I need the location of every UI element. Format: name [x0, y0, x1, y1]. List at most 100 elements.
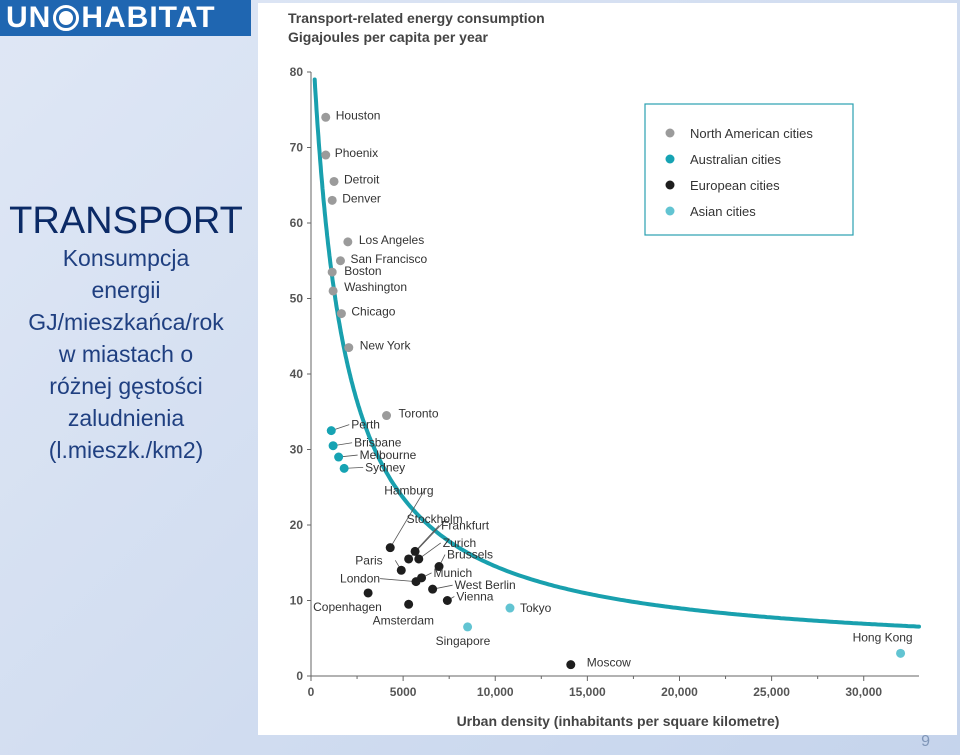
point-label: Perth [351, 418, 380, 432]
slide-sidebar-text: TRANSPORT Konsumpcja energii GJ/mieszkań… [0, 200, 252, 466]
point-label: West Berlin [455, 578, 516, 592]
x-axis-label: Urban density (inhabitants per square ki… [457, 713, 780, 729]
y-tick-label: 20 [290, 518, 304, 532]
y-tick-label: 40 [290, 367, 304, 381]
point-label: Hamburg [384, 484, 433, 498]
y-tick-label: 0 [296, 669, 303, 683]
legend-label: Australian cities [690, 152, 782, 167]
logo-text-habitat: HABITAT [81, 1, 216, 34]
data-point [339, 463, 349, 473]
point-label: Chicago [351, 305, 395, 319]
legend-box [644, 103, 854, 236]
y-tick-label: 60 [290, 216, 304, 230]
x-tick-label: 0 [308, 685, 315, 699]
data-point [344, 343, 354, 353]
point-label: Phoenix [335, 146, 378, 160]
slide-title: TRANSPORT [9, 200, 243, 242]
un-emblem-icon [53, 5, 80, 31]
legend-marker [665, 128, 675, 138]
chart-legend: North American cities Australian cities Eu… [644, 103, 854, 236]
data-point [334, 452, 344, 462]
sidebar-line: różnej gęstości [49, 373, 203, 399]
point-label: Brussels [447, 548, 493, 562]
point-label: Munich [434, 566, 473, 580]
data-point [414, 554, 424, 564]
y-tick-label: 50 [290, 292, 304, 306]
fit-curve-layer [312, 77, 921, 629]
data-points-layer: Houston Phoenix Detroit Denver Los Angeles Sa… [313, 108, 913, 669]
point-leader-line [379, 578, 417, 583]
data-point [396, 565, 406, 575]
data-point [896, 648, 906, 658]
data-point [329, 176, 339, 186]
point-label: Denver [342, 191, 381, 205]
legend-label: European cities [690, 178, 780, 193]
legend-label: North American cities [690, 126, 813, 141]
point-leader-line [414, 525, 440, 552]
data-point [385, 543, 395, 553]
data-point [327, 267, 337, 277]
sidebar-line: GJ/mieszkańca/rok [28, 309, 224, 335]
point-label: Copenhagen [313, 600, 382, 614]
chart-title: Transport-related energy consumption [288, 10, 545, 26]
sidebar-line: (l.mieszk./km2) [48, 437, 204, 463]
sidebar-line: w miastach o [58, 341, 194, 367]
legend-marker [665, 154, 675, 164]
legend-marker [665, 180, 675, 190]
x-tick-label: 15,000 [569, 685, 606, 699]
data-point [363, 588, 373, 598]
data-point [328, 286, 338, 296]
point-label: Toronto [399, 407, 439, 421]
data-point [382, 411, 392, 421]
data-point [411, 577, 421, 587]
data-point [336, 309, 346, 319]
data-point [343, 237, 353, 247]
point-label: Boston [344, 264, 381, 278]
point-label: Paris [355, 553, 382, 567]
point-leader-line [389, 490, 425, 548]
point-label: Amsterdam [373, 613, 434, 627]
chart-panel: Transport-related energy consumption Gig… [258, 3, 957, 735]
sidebar-line: Konsumpcja [62, 245, 190, 271]
energy-density-chart: Transport-related energy consumption Gig… [288, 10, 921, 729]
page-number: 9 [921, 733, 930, 750]
point-label: Zurich [443, 536, 476, 550]
legend-label: Asian cities [690, 204, 756, 219]
point-label: Stockholm [407, 512, 463, 526]
point-label: Melbourne [360, 448, 417, 462]
legend-marker [665, 206, 675, 216]
point-label: Los Angeles [359, 233, 424, 247]
point-label: Houston [336, 108, 381, 122]
chart-axes: 0 10 20 30 40 50 60 70 80 0 5000 10,000 15,000 20,000… [290, 65, 919, 699]
point-leader-line [418, 542, 442, 560]
x-tick-label: 30,000 [845, 685, 882, 699]
data-point [327, 195, 337, 205]
data-point [505, 603, 515, 613]
x-tick-label: 25,000 [753, 685, 790, 699]
data-point [321, 112, 331, 122]
sidebar-line: zaludnienia [67, 405, 185, 431]
sidebar-line: energii [91, 277, 161, 303]
data-point [410, 546, 420, 556]
point-label: Singapore [436, 634, 491, 648]
y-tick-label: 80 [290, 65, 304, 79]
data-point [335, 256, 345, 266]
data-point [434, 562, 444, 572]
point-label: Washington [344, 280, 407, 294]
point-label: Hong Kong [853, 630, 913, 644]
fit-curve [312, 77, 921, 629]
point-label: Sydney [365, 460, 405, 474]
point-label: Detroit [344, 172, 380, 186]
point-label: Moscow [587, 656, 631, 670]
x-tick-label: 5000 [390, 685, 417, 699]
y-tick-label: 30 [290, 443, 304, 457]
data-point [566, 660, 576, 670]
data-point [328, 441, 338, 451]
point-label: London [340, 572, 380, 586]
x-tick-label: 10,000 [477, 685, 514, 699]
point-label: Tokyo [520, 601, 552, 615]
un-habitat-logo: UN HABITAT [0, 0, 251, 36]
x-tick-label: 20,000 [661, 685, 698, 699]
data-point [442, 596, 452, 605]
data-point [404, 554, 414, 564]
